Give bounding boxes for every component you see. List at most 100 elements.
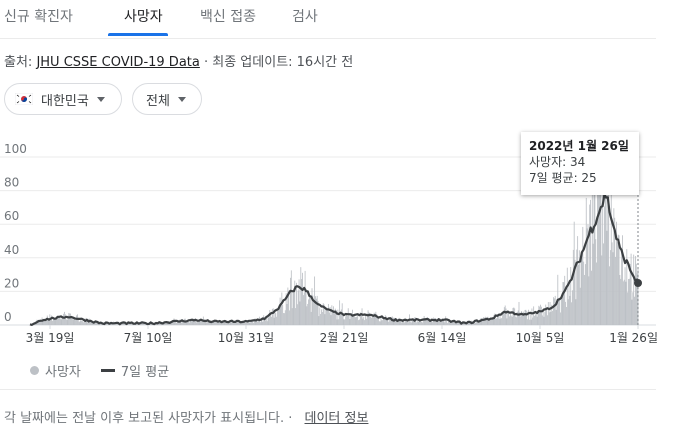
daily-bar	[523, 313, 525, 325]
daily-bar	[524, 309, 526, 325]
daily-bar	[476, 320, 478, 325]
daily-bar	[72, 319, 74, 325]
daily-bar	[404, 317, 406, 325]
daily-bar	[196, 319, 198, 325]
daily-bar	[61, 318, 63, 325]
daily-bar	[483, 317, 485, 325]
daily-bar	[621, 250, 623, 325]
daily-bar	[544, 311, 546, 325]
daily-bar	[579, 287, 581, 325]
daily-bar	[214, 320, 216, 325]
daily-bar	[81, 320, 83, 325]
daily-bar	[532, 317, 534, 325]
daily-bar	[506, 318, 508, 325]
daily-bar	[444, 322, 446, 325]
data-info-link[interactable]: 데이터 정보	[304, 411, 369, 426]
daily-bar	[602, 153, 604, 325]
daily-bar	[211, 322, 213, 325]
daily-bar	[409, 321, 411, 325]
footer: 각 날짜에는 전날 이후 보고된 사망자가 표시됩니다. · 데이터 정보	[4, 407, 368, 426]
tab-new-cases[interactable]: 신규 확진자	[4, 9, 73, 25]
daily-bar	[323, 304, 325, 325]
daily-bar	[175, 320, 177, 325]
daily-bar	[562, 281, 564, 325]
daily-bar	[614, 217, 616, 325]
daily-bar	[56, 318, 58, 325]
period-dropdown[interactable]: 전체	[132, 83, 202, 115]
daily-bar	[329, 306, 331, 325]
daily-bar	[279, 297, 281, 325]
daily-bar	[276, 316, 278, 325]
daily-bar	[578, 264, 579, 325]
daily-bar	[177, 321, 178, 325]
daily-bar	[293, 288, 295, 325]
region-dropdown[interactable]: 대한민국	[4, 83, 122, 115]
daily-bar	[188, 321, 190, 325]
daily-bar	[302, 295, 304, 325]
daily-bar	[268, 317, 270, 325]
x-tick-label: 2월 21일	[320, 331, 369, 345]
daily-bar	[560, 298, 562, 325]
daily-bar	[326, 307, 328, 325]
daily-bar	[576, 249, 578, 325]
legend-bars-label: 사망자	[45, 365, 81, 380]
daily-bar	[449, 323, 451, 325]
y-tick-label: 80	[4, 176, 19, 190]
daily-bar	[301, 279, 303, 325]
daily-bar	[296, 282, 297, 325]
footer-note: 각 날짜에는 전날 이후 보고된 사망자가 표시됩니다.	[4, 411, 285, 426]
daily-bar	[630, 253, 632, 325]
updated-text: · 최종 업데이트: 16시간 전	[199, 55, 354, 70]
daily-bar	[546, 307, 548, 325]
daily-bar	[498, 318, 500, 325]
daily-bar	[171, 322, 172, 325]
daily-bar	[337, 309, 339, 325]
daily-bar	[553, 297, 554, 325]
daily-bar	[89, 321, 91, 325]
daily-bar	[412, 319, 414, 325]
daily-bar	[618, 235, 620, 325]
daily-bar	[194, 318, 196, 325]
daily-bar	[429, 319, 431, 325]
daily-bar	[284, 310, 286, 325]
daily-bar	[586, 228, 588, 325]
tab-tests[interactable]: 검사	[292, 9, 318, 25]
daily-bar	[100, 323, 102, 325]
daily-bar	[244, 322, 246, 325]
daily-bar	[446, 320, 447, 325]
tooltip-deaths: 사망자: 34	[529, 155, 586, 169]
daily-bar	[357, 313, 359, 325]
daily-bar	[265, 320, 266, 325]
daily-bar	[402, 318, 403, 325]
daily-bar	[406, 319, 408, 325]
tab-vaccinations[interactable]: 백신 접종	[200, 9, 256, 25]
daily-bar	[292, 291, 294, 325]
daily-bar	[165, 321, 167, 325]
daily-bar	[426, 318, 428, 325]
daily-bar	[431, 321, 433, 325]
deaths-chart[interactable]: 0 20 40 60 80 100 3월 19일 7월 10일 10월 31일 2월 21일 6월…	[0, 0, 678, 360]
daily-bar	[216, 320, 218, 325]
daily-bar	[634, 296, 635, 325]
daily-bar	[428, 319, 430, 325]
daily-bar	[196, 322, 197, 325]
daily-bar	[488, 318, 490, 325]
tab-deaths[interactable]: 사망자	[124, 9, 163, 25]
daily-bar	[421, 322, 423, 325]
daily-bar	[359, 319, 360, 325]
daily-bar	[318, 316, 320, 325]
daily-bar	[453, 319, 454, 325]
daily-bar	[285, 293, 287, 325]
source-link[interactable]: JHU CSSE COVID-19 Data	[36, 55, 200, 70]
daily-bar	[628, 278, 629, 325]
daily-bar	[277, 310, 278, 325]
daily-bar	[198, 320, 200, 325]
daily-bar	[258, 318, 259, 325]
daily-bar	[551, 304, 553, 325]
daily-bar	[390, 319, 392, 325]
daily-bar	[389, 319, 391, 325]
daily-bar	[309, 296, 311, 325]
daily-bar	[516, 312, 518, 325]
daily-bar	[78, 322, 80, 325]
daily-bar	[332, 310, 334, 325]
